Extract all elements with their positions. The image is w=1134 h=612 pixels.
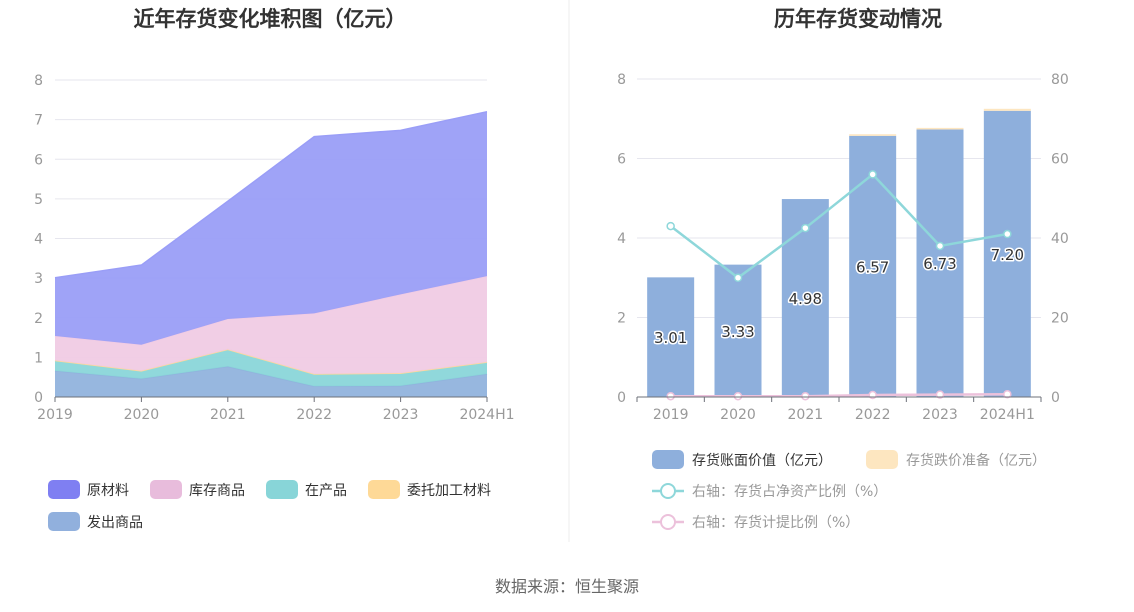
right-x-tick: 2020 <box>720 407 756 423</box>
legend-swatch-2 <box>266 480 298 499</box>
legend-label: 库存商品 <box>189 483 245 499</box>
legend-label: 在产品 <box>305 483 347 499</box>
bar-impairment <box>849 134 897 136</box>
right-x-tick: 2023 <box>922 407 958 423</box>
bar-book-value <box>647 277 695 397</box>
line-point-1 <box>1003 389 1012 399</box>
line-point-0 <box>1003 229 1012 239</box>
area-edge-4 <box>54 110 488 279</box>
stacked-area-chart: 近年存货变化堆积图（亿元） 0 1 2 3 4 5 6 7 8 2019 2020 2021 2022 2… <box>34 7 515 531</box>
bar-value-label: 4.98 <box>789 290 822 308</box>
legend-bar-swatch-0 <box>652 450 684 469</box>
right-legend: 存货账面价值（亿元） 存货跌价准备（亿元） 右轴：存货占净资产比例（%） 右轴：存货计… <box>652 450 1046 531</box>
line-point-1 <box>935 390 945 399</box>
left-x-tick: 2024H1 <box>459 407 514 423</box>
bar-line-chart: 历年存货变动情况 3.01 3.334.986.57 6.737.20 024680… <box>617 7 1069 531</box>
left-y-tick: 8 <box>34 73 43 89</box>
left-y-tick: 5 <box>34 192 43 208</box>
right-y-tick: 6 <box>617 152 626 168</box>
legend-line-label: 右轴：存货占净资产比例（%） <box>692 483 887 500</box>
right-x-tick: 2022 <box>855 407 891 423</box>
legend-bar-label: 存货跌价准备（亿元） <box>906 452 1046 469</box>
legend-swatch-1 <box>150 480 182 499</box>
line-point-0 <box>868 170 877 179</box>
line-series-0 <box>669 172 1008 280</box>
left-x-tick: 2020 <box>124 407 160 423</box>
bar-impairment <box>983 108 1031 111</box>
data-source: 数据来源：恒生聚源 <box>495 577 639 596</box>
area-series-4 <box>55 111 487 345</box>
legend-bar-swatch-1 <box>866 450 898 469</box>
line-point-0 <box>935 241 945 251</box>
left-y-tick: 6 <box>34 152 43 168</box>
legend-line-marker-0 <box>660 483 676 499</box>
left-y-tick: 1 <box>34 350 43 366</box>
bar-value-label: 7.20 <box>991 246 1024 264</box>
left-y-tick: 2 <box>34 311 43 327</box>
right-x-tick: 2019 <box>653 407 689 423</box>
line-point-1 <box>801 391 810 401</box>
right-x-tick: 2024H1 <box>980 407 1035 423</box>
line-point-0 <box>666 221 675 231</box>
legend-bar-label: 存货账面价值（亿元） <box>692 452 832 469</box>
left-x-tick: 2023 <box>383 407 419 423</box>
line-point-1 <box>666 391 675 401</box>
line-point-0 <box>733 273 743 282</box>
left-y-tick: 0 <box>34 390 43 406</box>
right-y-tick: 4 <box>617 231 626 247</box>
legend-swatch-4 <box>48 512 80 531</box>
legend-label: 原材料 <box>87 483 129 499</box>
area-series-1 <box>55 349 487 387</box>
legend-line-label: 右轴：存货计提比例（%） <box>692 514 859 531</box>
right-y2-tick: 0 <box>1051 390 1060 406</box>
left-axes: 0 1 2 3 4 5 6 7 8 2019 2020 2021 2022 2023 2024H1 <box>34 73 514 423</box>
left-areas <box>54 110 488 397</box>
line-point-0 <box>801 223 810 233</box>
right-chart-title: 历年存货变动情况 <box>774 7 942 31</box>
left-chart-title: 近年存货变化堆积图（亿元） <box>134 7 407 31</box>
bar-book-value <box>916 129 964 398</box>
right-y2-tick: 80 <box>1051 72 1069 88</box>
bar-value-label: 6.57 <box>856 258 889 276</box>
right-y2-tick: 20 <box>1051 311 1069 327</box>
right-y-tick: 2 <box>617 311 626 327</box>
line-series-1 <box>670 392 1008 398</box>
left-x-tick: 2019 <box>37 407 73 423</box>
left-y-tick: 7 <box>34 113 43 129</box>
legend-swatch-3 <box>368 480 400 499</box>
bar-book-value <box>983 110 1031 398</box>
legend-label: 发出商品 <box>87 515 143 531</box>
right-x-tick: 2021 <box>788 407 824 423</box>
right-grid <box>637 78 1041 318</box>
right-lines <box>666 170 1012 401</box>
line-point-1 <box>733 391 743 401</box>
left-y-tick: 4 <box>34 232 43 248</box>
bar-book-value <box>714 264 762 397</box>
left-y-tick: 3 <box>34 271 43 287</box>
bar-value-label: 3.01 <box>654 329 687 347</box>
area-series-0 <box>55 366 487 397</box>
right-y2-tick: 60 <box>1051 152 1069 168</box>
right-y2-tick: 40 <box>1051 231 1069 247</box>
legend-swatch-0 <box>48 480 80 499</box>
right-y-tick: 8 <box>617 72 626 88</box>
left-x-tick: 2022 <box>296 407 332 423</box>
bar-value-label: 3.33 <box>721 323 754 341</box>
legend-label: 委托加工材料 <box>407 483 491 499</box>
legend-line-marker-1 <box>660 514 676 530</box>
area-series-3 <box>55 276 487 375</box>
bar-book-value <box>849 135 897 397</box>
bar-value-label: 6.73 <box>923 255 956 273</box>
right-y-tick: 0 <box>617 390 626 406</box>
bar-impairment <box>916 127 964 130</box>
left-x-tick: 2021 <box>210 407 246 423</box>
